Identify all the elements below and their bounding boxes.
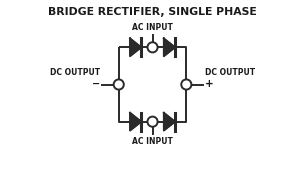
Text: DC OUTPUT: DC OUTPUT [50, 68, 100, 77]
Text: AC INPUT: AC INPUT [132, 23, 173, 32]
Text: +: + [205, 79, 213, 89]
Polygon shape [164, 113, 175, 130]
Circle shape [114, 79, 124, 90]
Polygon shape [164, 39, 175, 56]
Circle shape [148, 117, 158, 127]
Text: DC OUTPUT: DC OUTPUT [205, 68, 255, 77]
Polygon shape [130, 113, 141, 130]
Text: AC INPUT: AC INPUT [132, 137, 173, 146]
Text: BRIDGE RECTIFIER, SINGLE PHASE: BRIDGE RECTIFIER, SINGLE PHASE [48, 7, 257, 17]
Polygon shape [130, 39, 141, 56]
Text: −: − [92, 79, 101, 89]
Circle shape [181, 79, 191, 90]
Circle shape [148, 42, 158, 52]
